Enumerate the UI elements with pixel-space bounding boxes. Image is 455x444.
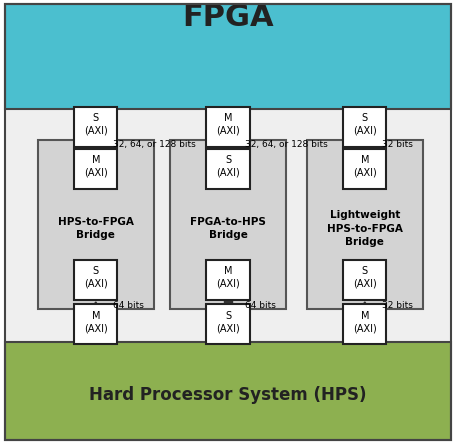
Bar: [223, 122, 232, 149]
Polygon shape: [353, 302, 375, 320]
Text: M
(AXI): M (AXI): [84, 155, 107, 178]
Polygon shape: [353, 140, 375, 158]
Polygon shape: [217, 284, 238, 302]
Text: Hard Processor System (HPS): Hard Processor System (HPS): [89, 386, 366, 404]
Bar: [5, 342, 450, 440]
Bar: [343, 260, 386, 300]
Bar: [37, 140, 154, 309]
Polygon shape: [217, 122, 238, 140]
Bar: [206, 149, 249, 189]
Bar: [74, 107, 117, 147]
Bar: [91, 309, 100, 320]
Polygon shape: [85, 140, 106, 158]
Bar: [91, 149, 100, 158]
Text: 64 bits: 64 bits: [245, 301, 276, 310]
Bar: [343, 149, 386, 189]
Text: S
(AXI): S (AXI): [84, 266, 107, 289]
Bar: [343, 304, 386, 344]
Bar: [74, 149, 117, 189]
Bar: [74, 304, 117, 344]
Text: M
(AXI): M (AXI): [352, 311, 376, 333]
Text: 32 bits: 32 bits: [381, 301, 412, 310]
Bar: [343, 107, 386, 147]
Text: FPGA-to-HPS
Bridge: FPGA-to-HPS Bridge: [190, 217, 265, 240]
Bar: [223, 284, 232, 309]
Text: 32 bits: 32 bits: [381, 140, 412, 149]
Text: M
(AXI): M (AXI): [216, 113, 239, 135]
Text: S
(AXI): S (AXI): [352, 266, 376, 289]
Text: S
(AXI): S (AXI): [352, 113, 376, 135]
Text: 64 bits: 64 bits: [113, 301, 144, 310]
Bar: [306, 140, 422, 309]
Text: S
(AXI): S (AXI): [84, 113, 107, 135]
Text: M
(AXI): M (AXI): [84, 311, 107, 333]
Bar: [74, 260, 117, 300]
Text: S
(AXI): S (AXI): [216, 155, 239, 178]
Bar: [5, 109, 450, 342]
Bar: [206, 260, 249, 300]
Text: 32, 64, or 128 bits: 32, 64, or 128 bits: [245, 140, 327, 149]
Text: M
(AXI): M (AXI): [216, 266, 239, 289]
Bar: [360, 309, 368, 320]
Bar: [5, 4, 450, 109]
Bar: [360, 149, 368, 158]
Text: FPGA: FPGA: [182, 3, 273, 32]
Text: S
(AXI): S (AXI): [216, 311, 239, 333]
Text: 32, 64, or 128 bits: 32, 64, or 128 bits: [113, 140, 195, 149]
Bar: [206, 304, 249, 344]
Text: Lightweight
HPS-to-FPGA
Bridge: Lightweight HPS-to-FPGA Bridge: [326, 210, 402, 247]
Bar: [169, 140, 286, 309]
Text: HPS-to-FPGA
Bridge: HPS-to-FPGA Bridge: [58, 217, 133, 240]
Text: M
(AXI): M (AXI): [352, 155, 376, 178]
Bar: [206, 107, 249, 147]
Polygon shape: [85, 302, 106, 320]
